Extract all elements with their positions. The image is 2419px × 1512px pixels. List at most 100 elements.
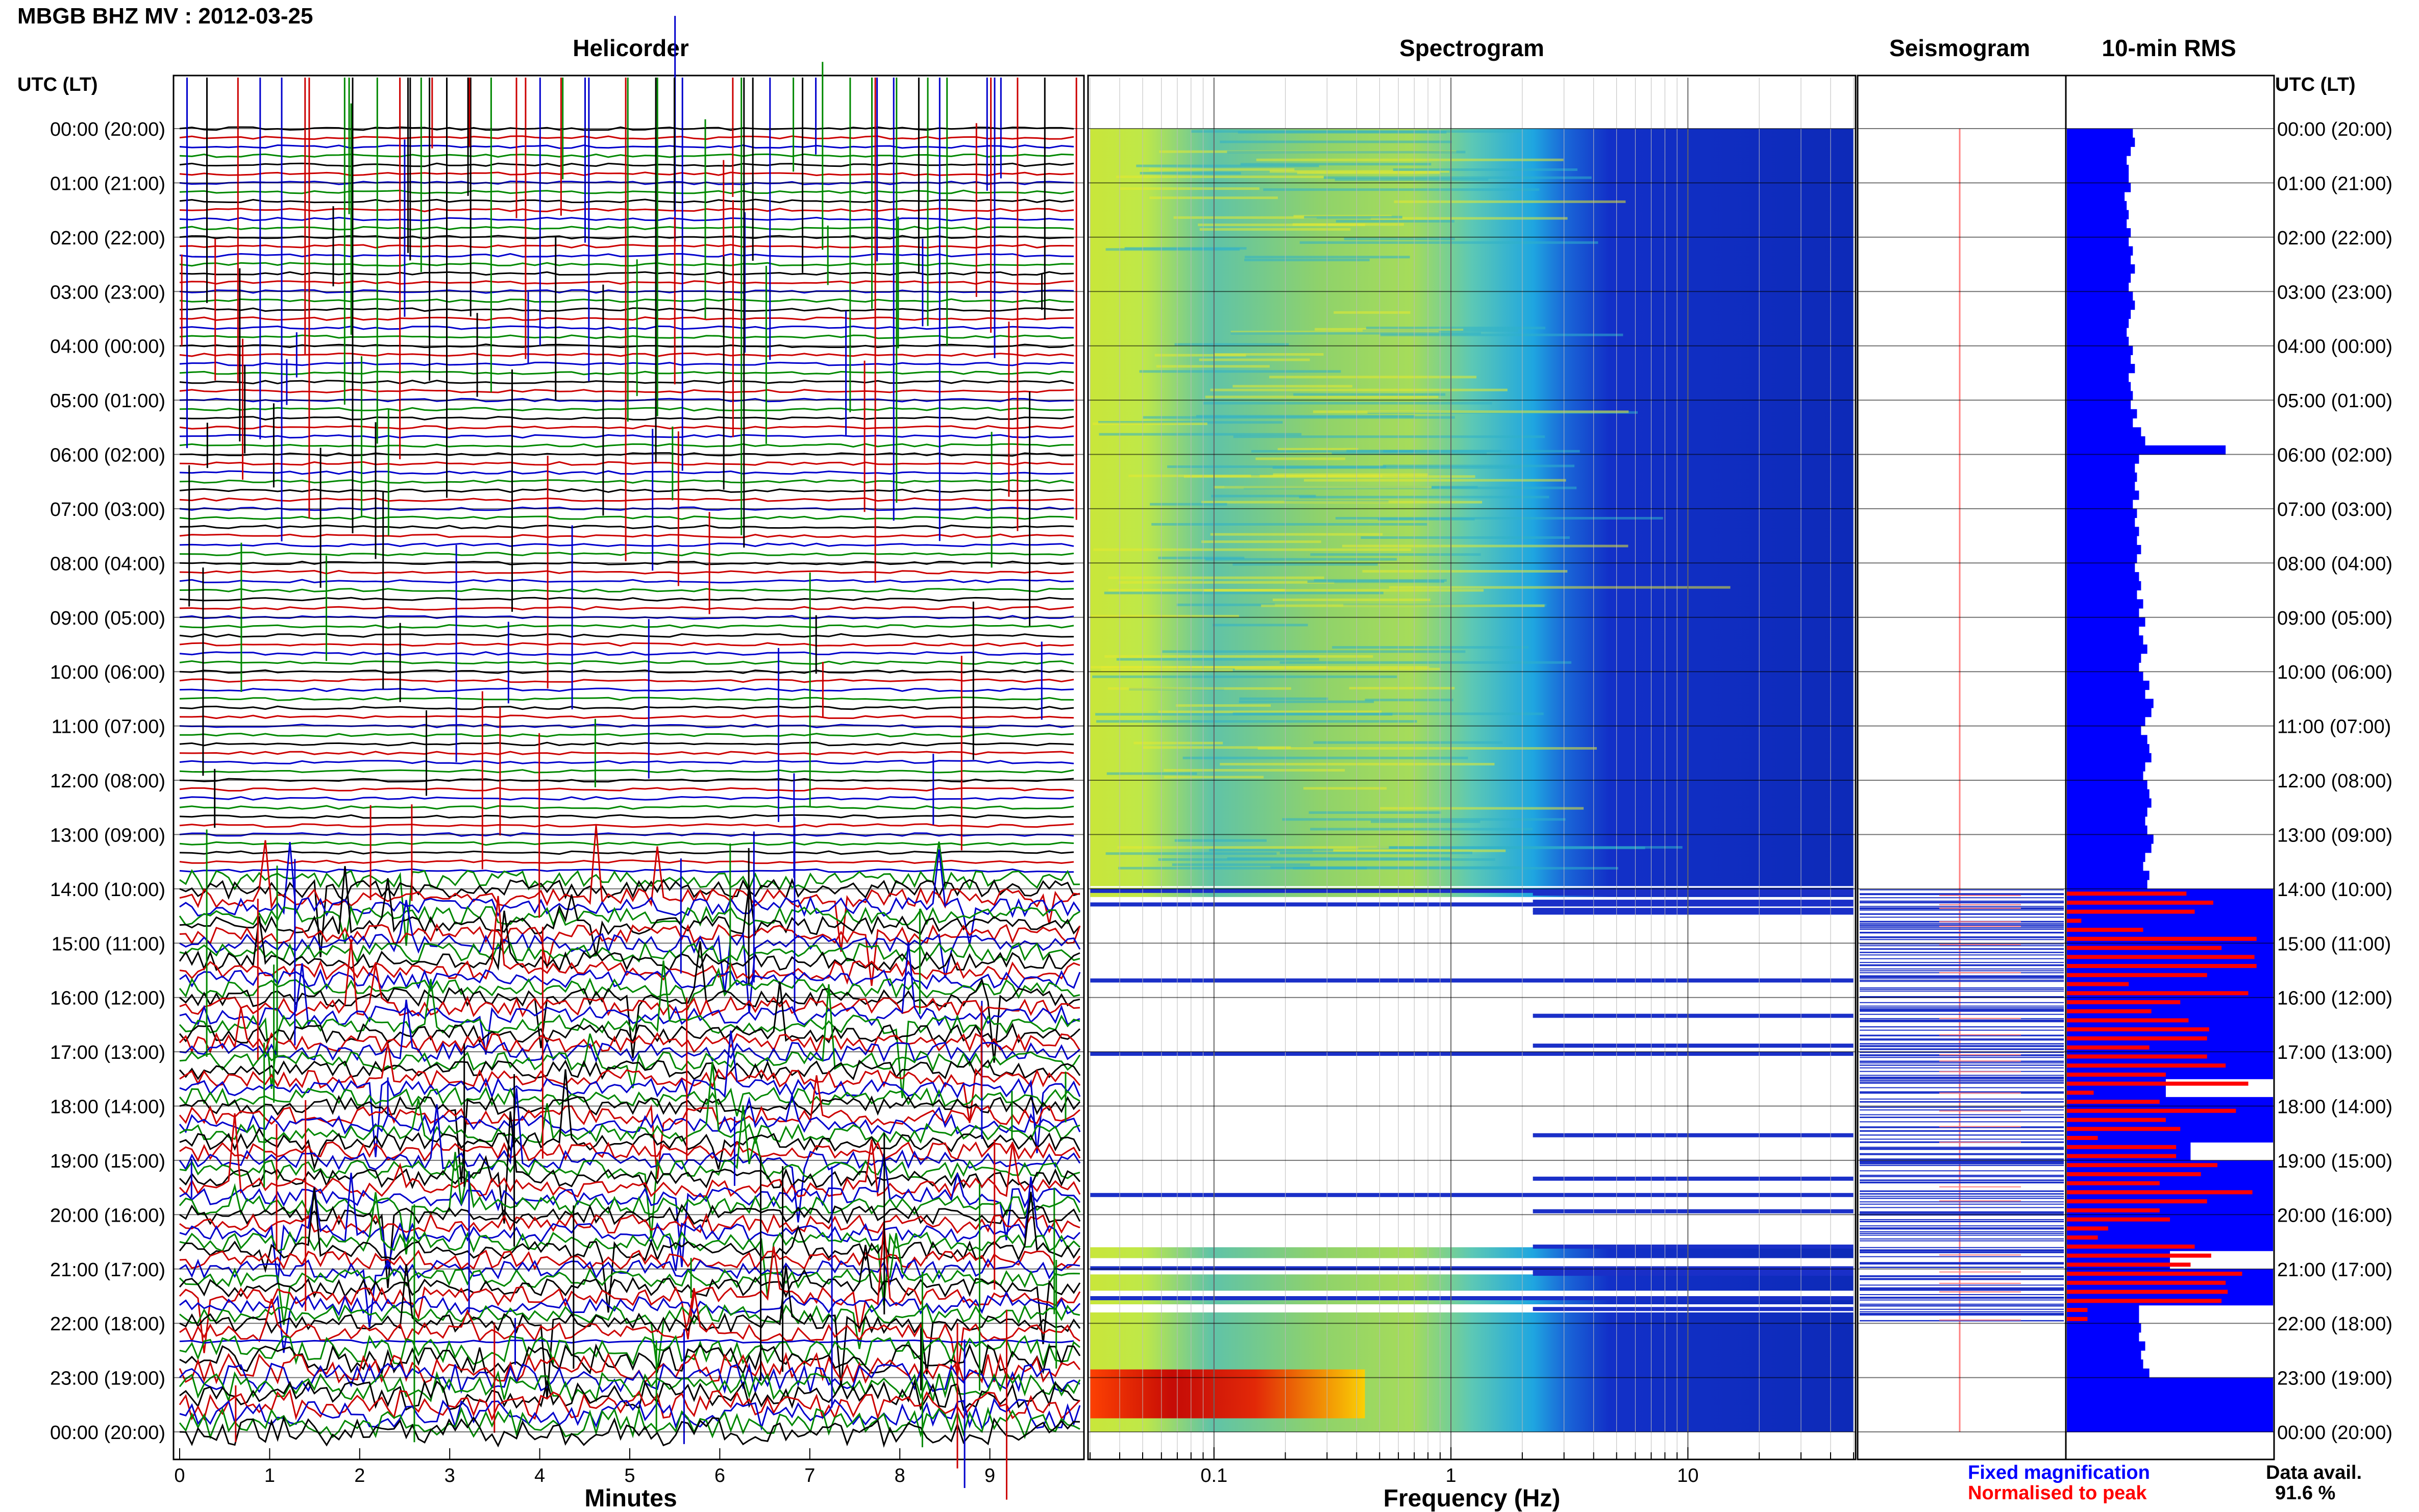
spectrogram-texture — [1209, 849, 1334, 852]
spectrogram-strip — [1090, 888, 1854, 893]
helicorder-trace — [179, 1245, 1081, 1345]
spectrogram-strip — [1090, 1266, 1854, 1271]
spectrogram-strip — [1090, 1052, 1854, 1056]
rms-bar-normalised — [2067, 955, 2255, 959]
rms-bar-fixed — [2067, 508, 2137, 518]
frequency-tick-label: 1 — [1446, 1465, 1457, 1486]
spectrogram-texture — [1093, 548, 1412, 551]
helicorder-trace — [179, 787, 1074, 792]
time-label-left: 23:00 (19:00) — [50, 1368, 165, 1390]
spectrogram-texture — [1293, 393, 1446, 396]
rms-bar-fixed — [2067, 473, 2137, 482]
rms-bar-fixed — [2067, 1396, 2273, 1405]
rms-bar-fixed — [2067, 336, 2129, 346]
helicorder-trace — [179, 515, 1074, 520]
spectrogram-texture — [1151, 523, 1427, 526]
data-availability-value: 91.6 % — [2275, 1482, 2335, 1504]
spectrogram-texture — [1108, 576, 1324, 579]
spectrogram-strip — [1533, 1044, 1854, 1048]
rms-bar-normalised — [2067, 973, 2207, 977]
spectrogram-texture — [1366, 327, 1546, 330]
rms-bar-normalised — [2067, 1308, 2088, 1312]
spectrogram-texture — [1174, 343, 1289, 346]
minute-tick-label: 2 — [354, 1465, 365, 1486]
spectrogram-texture — [1154, 354, 1246, 357]
time-label-right: 06:00 (02:00) — [2277, 445, 2392, 466]
time-label-left: 08:00 (04:00) — [50, 553, 165, 575]
helicorder-trace — [179, 939, 1080, 1018]
helicorder-trace — [179, 533, 1074, 538]
helicorder-trace — [179, 642, 1074, 647]
spectrogram-texture — [1201, 501, 1483, 504]
helicorder-trace — [179, 823, 1074, 828]
spectrogram-texture — [1309, 811, 1441, 814]
rms-bar-normalised — [2067, 1163, 2217, 1168]
rms-bar-normalised — [2067, 891, 2187, 896]
helicorder-trace — [179, 678, 1074, 683]
rms-bar-normalised — [2067, 1235, 2098, 1240]
spectrogram-texture — [1342, 544, 1628, 548]
helicorder-trace — [179, 1362, 1080, 1395]
rms-bar-normalised — [2067, 1063, 2226, 1068]
spectrogram-texture — [1128, 475, 1251, 478]
frequency-tick-label: 10 — [1677, 1465, 1698, 1486]
helicorder-trace — [179, 524, 1074, 529]
helicorder-panel — [172, 16, 1085, 1500]
helicorder-trace — [179, 1043, 1081, 1123]
spectrogram-texture — [1310, 828, 1533, 831]
spectrogram-texture — [1205, 558, 1397, 561]
rms-bar-normalised — [2067, 1036, 2207, 1040]
rms-bar-fixed — [2067, 1133, 2273, 1143]
time-label-right: 19:00 (15:00) — [2277, 1151, 2392, 1172]
panel-title-seismogram: Seismogram — [1889, 35, 2030, 61]
spectrogram-texture — [1365, 699, 1453, 702]
rms-bar-fixed — [2067, 925, 2273, 934]
spectrogram-texture — [1156, 365, 1270, 368]
spectrogram-texture — [1201, 540, 1321, 543]
helicorder-trace — [179, 1397, 1081, 1431]
spectrogram-strip — [1533, 1176, 1854, 1181]
helicorder-trace — [179, 1187, 1081, 1313]
spectrogram-strip — [1533, 1272, 1854, 1276]
rms-bar-normalised — [2067, 1009, 2152, 1013]
utc-lt-header-left: UTC (LT) — [17, 74, 98, 95]
helicorder-trace — [179, 579, 1074, 584]
helicorder-trace — [179, 841, 1081, 945]
rms-bar-normalised — [2067, 909, 2195, 914]
helicorder-trace — [179, 1204, 1081, 1288]
spectrogram-texture — [1140, 171, 1241, 175]
rms-bar-fixed — [2067, 861, 2143, 871]
time-label-left: 12:00 (08:00) — [50, 771, 165, 792]
helicorder-trace — [179, 751, 1074, 756]
helicorder-trace — [179, 606, 1074, 611]
rms-bar-fixed — [2067, 1323, 2141, 1333]
spectrogram-texture — [1158, 710, 1382, 713]
seismogram-panel — [1857, 75, 2067, 1460]
rms-bar-fixed — [2067, 744, 2150, 754]
spectrogram-texture — [1380, 333, 1623, 336]
rms-bar-fixed — [2067, 129, 2133, 138]
rms-bar-fixed — [2067, 735, 2148, 745]
rms-bar-fixed — [2067, 490, 2139, 500]
helicorder-trace — [179, 1192, 1081, 1306]
spectrogram-texture — [1292, 223, 1404, 226]
spectrogram-texture — [1282, 818, 1566, 821]
helicorder-trace — [179, 1059, 1081, 1081]
minute-tick-label: 5 — [624, 1465, 635, 1486]
helicorder-trace — [179, 624, 1074, 629]
helicorder-trace — [179, 714, 1074, 720]
time-label-left: 17:00 (13:00) — [50, 1042, 165, 1063]
time-label-left: 06:00 (02:00) — [50, 445, 165, 466]
spectrogram-texture — [1196, 415, 1415, 418]
rms-bar-fixed — [2067, 916, 2273, 926]
rms-bar-normalised — [2067, 1181, 2160, 1185]
helicorder-trace — [179, 560, 1074, 565]
rms-bar-normalised — [2067, 1217, 2170, 1222]
spectrogram-texture — [1116, 176, 1324, 178]
rms-panel — [2065, 75, 2275, 1460]
helicorder-trace — [179, 814, 1074, 819]
rms-bar-fixed — [2067, 517, 2135, 527]
spectrogram-strip — [1533, 1133, 1854, 1137]
helicorder-trace — [179, 1249, 1081, 1271]
